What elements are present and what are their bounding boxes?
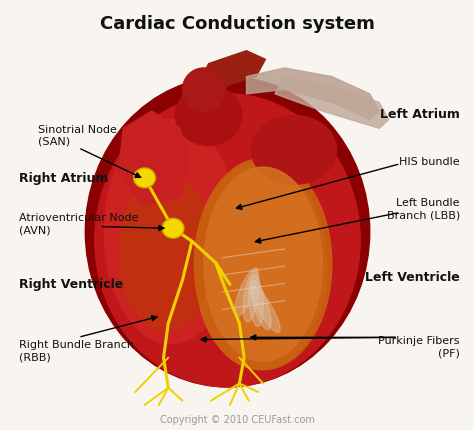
Ellipse shape — [213, 189, 318, 361]
Text: Left Ventricle: Left Ventricle — [365, 271, 460, 284]
Ellipse shape — [243, 271, 259, 322]
Text: Right Ventricle: Right Ventricle — [19, 277, 123, 290]
Circle shape — [134, 169, 155, 188]
Ellipse shape — [194, 163, 327, 370]
Ellipse shape — [235, 268, 258, 317]
Text: Sinotrial Node
(SAN): Sinotrial Node (SAN) — [38, 124, 117, 147]
Polygon shape — [246, 69, 379, 120]
Ellipse shape — [175, 86, 242, 146]
Text: Left Atrium: Left Atrium — [380, 108, 460, 120]
Ellipse shape — [118, 176, 213, 331]
Circle shape — [164, 220, 182, 237]
Polygon shape — [275, 77, 389, 129]
Text: Atrioventricular Node
(AVN): Atrioventricular Node (AVN) — [19, 212, 138, 235]
Text: Left Bundle
Branch (LBB): Left Bundle Branch (LBB) — [386, 197, 460, 220]
Ellipse shape — [85, 77, 370, 387]
Polygon shape — [194, 52, 265, 103]
Polygon shape — [118, 112, 190, 206]
Ellipse shape — [211, 191, 301, 350]
Ellipse shape — [126, 138, 159, 163]
Text: Right Atrium: Right Atrium — [19, 172, 109, 185]
Text: Right Bundle Branch
(RBB): Right Bundle Branch (RBB) — [19, 339, 134, 362]
Polygon shape — [204, 168, 322, 361]
Text: Purkinje Fibers
(PF): Purkinje Fibers (PF) — [378, 335, 460, 357]
Ellipse shape — [248, 275, 264, 327]
Ellipse shape — [251, 287, 280, 332]
Ellipse shape — [95, 95, 360, 387]
Ellipse shape — [182, 69, 225, 112]
Circle shape — [135, 170, 154, 187]
Text: HIS bundle: HIS bundle — [399, 156, 460, 166]
Circle shape — [162, 219, 184, 239]
Ellipse shape — [104, 120, 237, 344]
Text: Cardiac Conduction system: Cardiac Conduction system — [100, 15, 374, 33]
Ellipse shape — [251, 116, 337, 185]
Ellipse shape — [250, 280, 271, 330]
Text: Copyright © 2010 CEUFast.com: Copyright © 2010 CEUFast.com — [160, 414, 314, 424]
Polygon shape — [194, 159, 332, 370]
